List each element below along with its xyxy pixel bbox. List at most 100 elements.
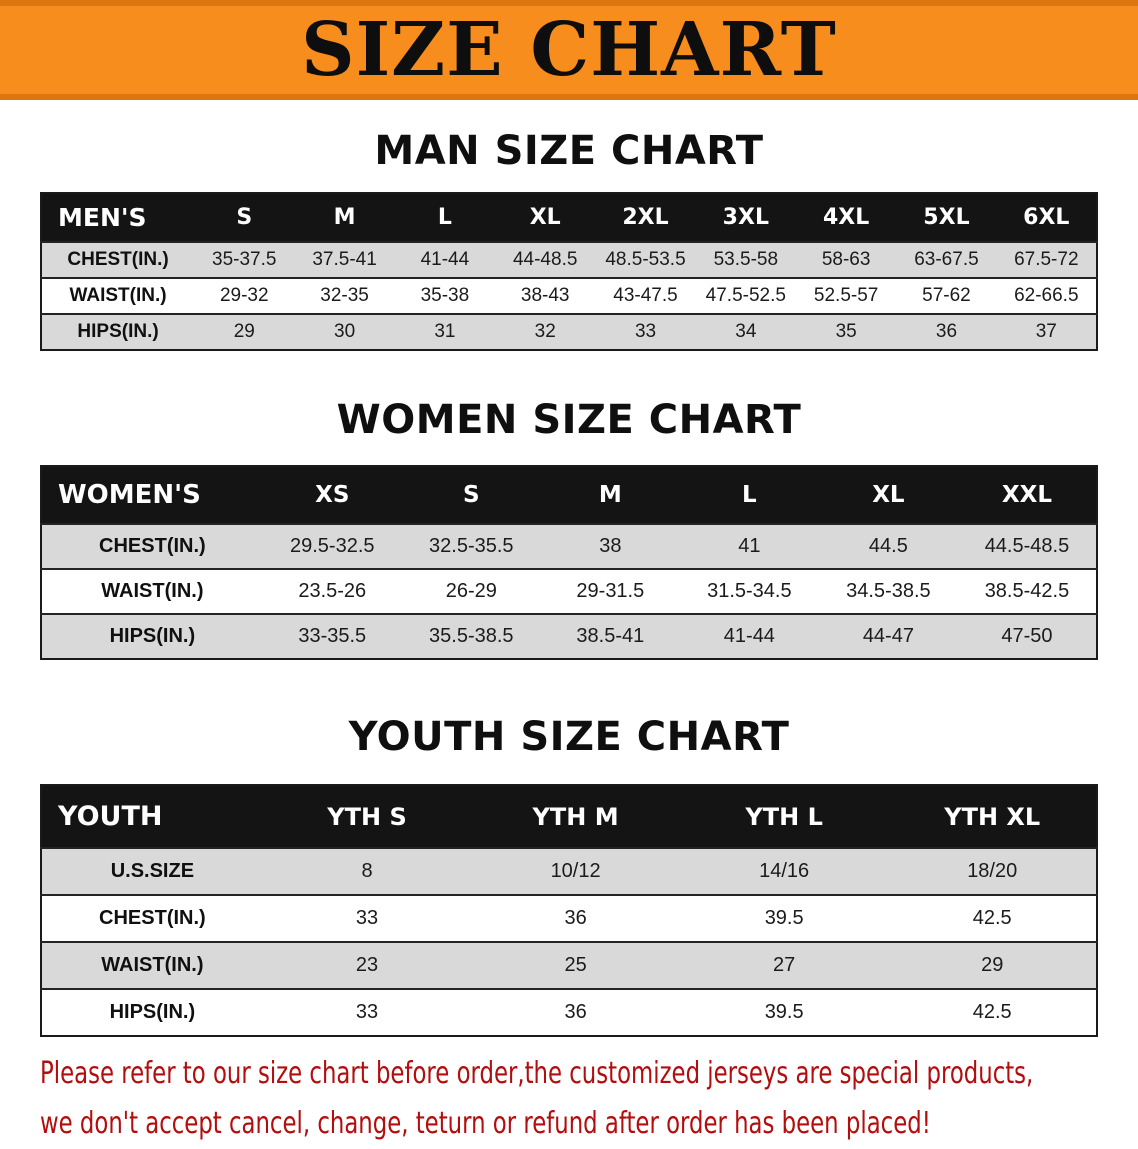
- size-value-cell: 14/16: [759, 860, 810, 882]
- size-value-cell: 43-47.5: [613, 285, 678, 306]
- content: MAN SIZE CHART MEN'S S M L XL 2XL 3XL 4XL 5XL 6XL…: [0, 128, 1138, 1037]
- size-value-cell: 27: [773, 954, 796, 976]
- size-header-cell: YTH S: [262, 785, 472, 848]
- size-header-cell: XL: [818, 466, 958, 524]
- measurement-label: WAIST(IN.): [69, 285, 167, 306]
- size-value-cell: 44.5-48.5: [984, 535, 1070, 557]
- page-title: SIZE CHART: [301, 7, 837, 93]
- size-header-cell: XS: [262, 466, 402, 524]
- size-header-cell: 2XL: [595, 193, 696, 242]
- size-header-cell: S: [194, 193, 295, 242]
- disclaimer-line-1: Please refer to our size chart before or…: [40, 1056, 1034, 1091]
- size-value-cell: 38: [599, 535, 622, 557]
- measurement-label: WAIST(IN.): [101, 954, 204, 976]
- women-size-chart-heading: WOMEN SIZE CHART: [336, 397, 802, 443]
- section-women-size-chart: WOMEN SIZE CHART WOMEN'S XS S M L XL XXL CHEST(…: [40, 397, 1098, 660]
- size-value-cell: 47.5-52.5: [705, 285, 786, 306]
- section-youth-size-chart: YOUTH SIZE CHART YOUTH YTH S YTH M YTH L YTH…: [40, 714, 1098, 1037]
- size-value-cell: 26-29: [445, 580, 497, 602]
- size-value-cell: 33: [355, 1001, 379, 1023]
- size-value-cell: 25: [564, 954, 587, 976]
- size-value-cell: 63-67.5: [914, 249, 979, 270]
- size-value-cell: 36: [935, 321, 958, 342]
- size-value-cell: 37.5-41: [312, 249, 377, 270]
- size-header-cell: M: [540, 466, 680, 524]
- size-value-cell: 23: [355, 954, 379, 976]
- table-title-cell: YOUTH: [41, 785, 263, 848]
- table-header-row: YOUTH YTH S YTH M YTH L YTH XL: [41, 785, 1097, 848]
- size-header-cell: XL: [495, 193, 596, 242]
- size-value-cell: 35.5-38.5: [429, 625, 514, 647]
- size-value-cell: 23.5-26: [298, 580, 367, 602]
- size-value-cell: 29: [233, 321, 255, 342]
- table-row: HIPS(IN.) 29 30 31 32 33 34 35 36 37: [41, 314, 1097, 350]
- table-row: WAIST(IN.) 23.5-26 26-29 29-31.5 31.5-34.5 34…: [41, 569, 1097, 614]
- measurement-label: WAIST(IN.): [101, 580, 204, 602]
- size-value-cell: 42.5: [972, 907, 1012, 929]
- size-header-cell: L: [679, 466, 819, 524]
- size-value-cell: 35: [835, 321, 857, 342]
- section-men-size-chart: MAN SIZE CHART MEN'S S M L XL 2XL 3XL 4XL 5XL 6XL…: [40, 128, 1098, 351]
- measurement-label: HIPS(IN.): [109, 625, 196, 647]
- size-value-cell: 29: [981, 954, 1004, 976]
- disclaimer: Please refer to our size chart before or…: [40, 1049, 1138, 1149]
- table-row: CHEST(IN.) 35-37.5 37.5-41 41-44 44-48.5 48.5…: [41, 242, 1097, 278]
- table-row: WAIST(IN.) 29-32 32-35 35-38 38-43 43-47.5 47.…: [41, 278, 1097, 314]
- measurement-label: CHEST(IN.): [99, 535, 206, 557]
- size-header-cell: YTH L: [679, 785, 889, 848]
- size-header-cell: 6XL: [996, 193, 1097, 242]
- table-row: HIPS(IN.) 33-35.5 35.5-38.5 38.5-41 41-44 44-…: [41, 614, 1097, 659]
- size-value-cell: 36: [564, 1001, 587, 1023]
- size-value-cell: 44.5: [868, 535, 908, 557]
- size-header-cell: S: [401, 466, 541, 524]
- size-value-cell: 52.5-57: [813, 285, 879, 306]
- youth-size-table: YOUTH YTH S YTH M YTH L YTH XL U.S.SIZE 8 10/12…: [40, 784, 1098, 1037]
- table-title-cell: MEN'S: [41, 193, 195, 242]
- size-header-cell: 5XL: [896, 193, 997, 242]
- size-value-cell: 33: [634, 321, 657, 342]
- size-value-cell: 48.5-53.5: [605, 249, 686, 270]
- table-header-row: WOMEN'S XS S M L XL XXL: [41, 466, 1097, 524]
- size-value-cell: 47-50: [1001, 625, 1053, 647]
- size-value-cell: 42.5: [972, 1001, 1012, 1023]
- size-value-cell: 38-43: [520, 285, 570, 306]
- size-value-cell: 30: [334, 321, 356, 342]
- size-value-cell: 10/12: [550, 860, 601, 882]
- size-value-cell: 67.5-72: [1014, 249, 1079, 270]
- size-value-cell: 38.5-42.5: [984, 580, 1070, 602]
- size-header-cell: 4XL: [795, 193, 897, 242]
- size-value-cell: 41: [738, 535, 761, 557]
- table-title-cell: WOMEN'S: [41, 466, 263, 524]
- table-row: CHEST(IN.) 33 36 39.5 42.5: [41, 895, 1097, 942]
- size-value-cell: 53.5-58: [713, 249, 779, 270]
- size-value-cell: 37: [1035, 321, 1057, 342]
- size-value-cell: 29-32: [219, 285, 269, 306]
- size-header-cell: XXL: [957, 466, 1097, 524]
- size-value-cell: 57-62: [922, 285, 971, 306]
- size-value-cell: 32.5-35.5: [429, 535, 514, 557]
- table-row: WAIST(IN.) 23 25 27 29: [41, 942, 1097, 989]
- measurement-label: HIPS(IN.): [109, 1001, 196, 1023]
- size-value-cell: 29.5-32.5: [290, 535, 375, 557]
- youth-size-chart-heading: YOUTH SIZE CHART: [348, 714, 790, 760]
- table-row: CHEST(IN.) 29.5-32.5 32.5-35.5 38 41 44.5 44.5…: [41, 524, 1097, 569]
- table-header-row: MEN'S S M L XL 2XL 3XL 4XL 5XL 6XL: [41, 193, 1097, 242]
- size-value-cell: 39.5: [764, 907, 804, 929]
- men-size-chart-heading: MAN SIZE CHART: [374, 128, 764, 174]
- size-value-cell: 31: [434, 321, 456, 342]
- size-header-cell: 3XL: [695, 193, 796, 242]
- size-value-cell: 32-35: [320, 285, 369, 306]
- size-value-cell: 36: [564, 907, 587, 929]
- size-value-cell: 44-48.5: [512, 249, 578, 270]
- size-value-cell: 34.5-38.5: [846, 580, 931, 602]
- size-value-cell: 33-35.5: [298, 625, 367, 647]
- size-value-cell: 8: [361, 860, 373, 882]
- size-value-cell: 35-37.5: [212, 249, 277, 270]
- table-row: HIPS(IN.) 33 36 39.5 42.5: [41, 989, 1097, 1036]
- size-value-cell: 33: [355, 907, 379, 929]
- size-header-cell: YTH XL: [888, 785, 1097, 848]
- size-value-cell: 34: [735, 321, 757, 342]
- disclaimer-line-2: we don't accept cancel, change, teturn o…: [40, 1106, 931, 1141]
- table-row: U.S.SIZE 8 10/12 14/16 18/20: [41, 848, 1097, 895]
